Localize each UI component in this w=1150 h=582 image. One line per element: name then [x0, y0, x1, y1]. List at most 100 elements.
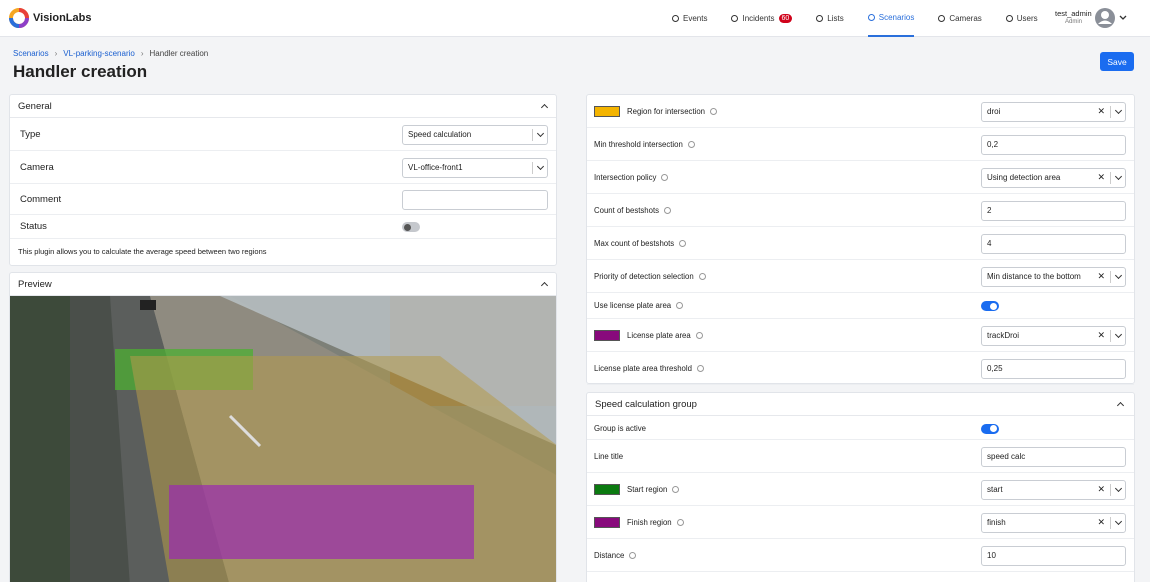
field-label: Intersection policy — [594, 172, 657, 182]
clear-icon[interactable]: ✕ — [1097, 484, 1105, 494]
text-input[interactable]: 4 — [981, 233, 1126, 254]
description: This plugin allows you to calculate the … — [18, 247, 267, 256]
toggle[interactable] — [981, 301, 999, 311]
user-name: test_admin — [1055, 9, 1092, 18]
nav-item[interactable]: Users — [1005, 0, 1038, 37]
toggle-knob — [990, 425, 997, 432]
value: 2 — [987, 206, 992, 215]
clear-icon[interactable]: ✕ — [1097, 106, 1105, 116]
clear-icon[interactable]: ✕ — [1097, 517, 1105, 527]
general-panel: General This plugin allows you to calcul… — [9, 94, 557, 266]
info-icon[interactable] — [661, 173, 669, 181]
header: VisionLabs Events Incidents 60 Lists Scenari… — [0, 0, 1150, 37]
info-icon[interactable] — [710, 107, 718, 115]
value: speed calc — [987, 452, 1026, 461]
form-row: License plate area threshold — [587, 352, 1134, 385]
chevron[interactable] — [1114, 330, 1123, 338]
select[interactable]: droi ✕ — [981, 101, 1126, 122]
value: VL-office-front1 — [408, 163, 463, 172]
form-row: Line title — [587, 440, 1134, 473]
divider — [1110, 270, 1111, 283]
save-button[interactable]: Save — [1100, 52, 1134, 71]
select[interactable]: Using detection area ✕ — [981, 167, 1126, 188]
info-icon[interactable] — [695, 331, 703, 339]
value: Min distance to the bottom — [987, 272, 1081, 281]
info-icon[interactable] — [698, 272, 706, 280]
user-role: Admin — [1065, 19, 1083, 25]
text-input[interactable]: speed calc — [981, 446, 1126, 467]
info-icon[interactable] — [696, 364, 704, 372]
field-label: Comment — [20, 193, 62, 205]
page-title: Handler creation — [13, 62, 148, 81]
value: droi — [987, 107, 1001, 116]
nav-item[interactable]: Incidents 60 — [731, 0, 793, 37]
chevron[interactable] — [1114, 484, 1123, 492]
chevron[interactable] — [1114, 517, 1123, 525]
chevron[interactable] — [1114, 271, 1123, 279]
form-row: Group is active — [587, 417, 1134, 440]
nav-icon — [672, 15, 679, 22]
info-icon[interactable] — [672, 485, 680, 493]
form-row: Priority of detection selection — [587, 260, 1134, 293]
separator: › — [140, 49, 144, 58]
chevron[interactable] — [536, 129, 545, 137]
field-label: Min threshold intersection — [594, 139, 683, 149]
info-icon[interactable] — [676, 518, 684, 526]
select[interactable]: VL-office-front1 — [402, 157, 548, 178]
panel-title: Speed calculation group — [587, 393, 1134, 416]
clear-icon[interactable]: ✕ — [1097, 330, 1105, 340]
nav-label: Incidents — [742, 14, 775, 23]
badge: 60 — [778, 14, 793, 23]
field-label: Distance — [594, 550, 625, 560]
breadcrumb: Handler creation — [149, 49, 209, 58]
nav-item[interactable]: Cameras — [938, 0, 982, 37]
chevron[interactable] — [536, 162, 545, 170]
text-input[interactable]: 2 — [981, 200, 1126, 221]
preview-panel: Preview — [9, 272, 557, 582]
text-input[interactable] — [402, 189, 548, 210]
form-row: Min threshold intersection — [587, 128, 1134, 161]
chevron[interactable] — [1114, 172, 1123, 180]
avatar[interactable] — [1094, 7, 1130, 29]
field-label: Max count of bestshots — [594, 238, 675, 248]
info-icon[interactable] — [664, 206, 672, 214]
toggle[interactable] — [402, 222, 420, 232]
form-row: Count of bestshots — [587, 194, 1134, 227]
divider — [1110, 329, 1111, 342]
breadcrumb[interactable]: Scenarios — [13, 49, 49, 58]
info-icon[interactable] — [679, 239, 687, 247]
nav-item[interactable]: Scenarios — [867, 0, 915, 37]
clear-icon[interactable]: ✕ — [1097, 172, 1105, 182]
info-icon[interactable] — [629, 551, 637, 559]
nav-item[interactable]: Lists — [816, 0, 844, 37]
value: finish — [987, 518, 1006, 527]
nav-label: Cameras — [949, 14, 982, 23]
text-input[interactable]: 0,2 — [981, 134, 1126, 155]
nav-item[interactable]: Events — [672, 0, 707, 37]
select[interactable]: trackDroi ✕ — [981, 325, 1126, 346]
info-icon[interactable] — [676, 302, 684, 309]
text-input[interactable]: 10 — [981, 545, 1126, 566]
select[interactable]: start ✕ — [981, 479, 1126, 500]
chevron[interactable] — [1114, 106, 1123, 114]
select[interactable]: finish ✕ — [981, 512, 1126, 533]
info-icon[interactable] — [687, 140, 695, 148]
field-label: Region for intersection — [627, 106, 706, 116]
field-label: Start region — [627, 484, 668, 494]
form-row: Distance — [587, 539, 1134, 572]
color-swatch — [594, 329, 620, 341]
breadcrumb[interactable]: VL-parking-scenario — [63, 49, 135, 58]
nav: Events Incidents 60 Lists Scenarios Cameras Us… — [672, 0, 1038, 37]
text-input[interactable]: 0,25 — [981, 358, 1126, 379]
toggle[interactable] — [981, 423, 999, 434]
nav-label: Users — [1016, 14, 1038, 23]
panel-title: General — [10, 95, 556, 118]
select[interactable]: Speed calculation — [402, 124, 548, 145]
form-row: Camera — [10, 151, 556, 184]
value: 10 — [987, 551, 996, 560]
field-label: Finish region — [627, 517, 672, 527]
clear-icon[interactable]: ✕ — [1097, 271, 1105, 281]
select[interactable]: Min distance to the bottom ✕ — [981, 266, 1126, 287]
nav-label: Lists — [827, 14, 844, 23]
